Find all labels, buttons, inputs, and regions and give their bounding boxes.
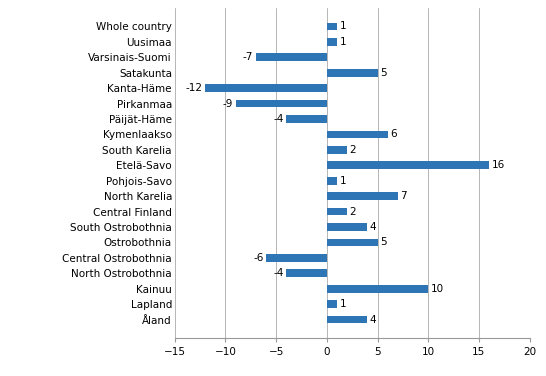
Bar (327, 208, 347, 215)
Text: -9: -9 (223, 99, 233, 109)
Bar (266, 254, 327, 262)
Text: 1: 1 (340, 37, 346, 47)
Bar (327, 161, 489, 169)
Text: 2: 2 (349, 206, 356, 217)
Text: 1: 1 (340, 299, 346, 309)
Bar (327, 23, 337, 30)
Text: 1: 1 (340, 21, 346, 32)
Text: 5: 5 (380, 68, 387, 78)
Bar (327, 285, 428, 293)
Bar (327, 130, 388, 138)
Text: -7: -7 (243, 52, 253, 62)
Bar (256, 53, 327, 61)
Bar (327, 69, 377, 77)
Bar (327, 177, 337, 185)
Bar (286, 269, 327, 277)
Text: -4: -4 (274, 114, 284, 124)
Text: 5: 5 (380, 237, 387, 247)
Text: -4: -4 (274, 268, 284, 278)
Text: 7: 7 (400, 191, 407, 201)
Bar (205, 84, 327, 92)
Bar (327, 38, 337, 46)
Text: 4: 4 (370, 222, 377, 232)
Bar (286, 115, 327, 123)
Text: 1: 1 (340, 176, 346, 186)
Text: 6: 6 (390, 129, 397, 139)
Bar (327, 192, 398, 200)
Bar (327, 238, 377, 246)
Text: 2: 2 (349, 145, 356, 155)
Bar (327, 315, 367, 323)
Bar (235, 100, 327, 108)
Text: 4: 4 (370, 314, 377, 324)
Bar (327, 223, 367, 231)
Text: 16: 16 (491, 160, 505, 170)
Text: 10: 10 (431, 284, 444, 294)
Text: -6: -6 (253, 253, 263, 263)
Text: -12: -12 (186, 83, 203, 93)
Bar (327, 300, 337, 308)
Bar (327, 146, 347, 154)
